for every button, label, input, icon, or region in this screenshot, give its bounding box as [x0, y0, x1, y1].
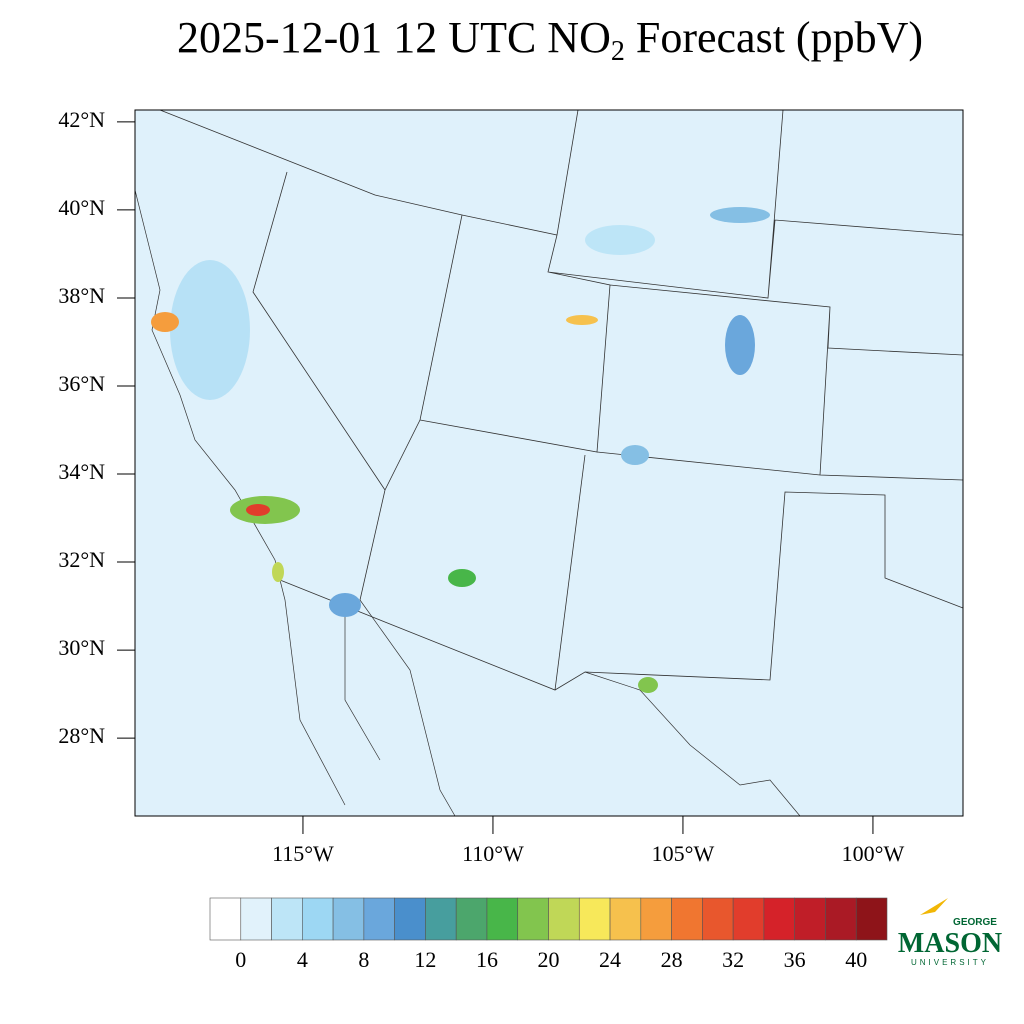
colorbar-box: [425, 897, 457, 941]
map-frame: [134, 109, 964, 817]
colorbar-label: 32: [722, 947, 744, 972]
colorbar-box: [609, 897, 642, 941]
colorbar-box: [332, 897, 365, 941]
colorbar-label: 40: [845, 947, 867, 972]
colorbar-box: [486, 897, 519, 941]
colorbar-box: [763, 897, 795, 941]
boundaries: [134, 109, 964, 817]
colorbar-box: [640, 897, 672, 941]
colorbar-label: 0: [235, 947, 246, 972]
lat-tick-label: 40°N: [58, 195, 105, 220]
colorbar-label: 4: [297, 947, 308, 972]
lon-tick-label: 100°W: [842, 841, 905, 866]
map-area: [134, 109, 964, 817]
colorbar-box: [671, 897, 703, 941]
colorbar-box: [302, 897, 334, 941]
lat-tick-label: 30°N: [58, 635, 105, 660]
lon-tick-label: 115°W: [272, 841, 334, 866]
map-background: [135, 110, 963, 816]
colorbar-box: [578, 897, 611, 941]
colorbar-box: [517, 897, 549, 941]
logo-top: GEORGE: [953, 917, 997, 928]
title-rest: Forecast (ppbV): [625, 13, 923, 62]
colorbar-box: [271, 897, 303, 941]
lat-tick-label: 38°N: [58, 283, 105, 308]
no2-hotspots: [151, 207, 770, 693]
colorbar-box: [455, 897, 488, 941]
lon-tick-label: 110°W: [462, 841, 524, 866]
colorbar-label: 16: [476, 947, 498, 972]
colorbar-box: [855, 897, 888, 941]
colorbar-label: 36: [784, 947, 806, 972]
colorbar-label: 28: [661, 947, 683, 972]
colorbar-box: [363, 897, 395, 941]
colorbar-box: [732, 897, 765, 941]
logo: GEORGE MASON UNIVERSITY: [898, 898, 1002, 967]
logo-name: MASON: [898, 928, 1002, 959]
colorbar-label: 8: [358, 947, 369, 972]
logo-bottom: UNIVERSITY: [911, 958, 989, 967]
colorbar-box: [702, 897, 734, 941]
title: 2025-12-01 12 UTC NO2 Forecast (ppbV): [177, 13, 923, 67]
lat-tick-label: 34°N: [58, 459, 105, 484]
lat-tick-label: 28°N: [58, 723, 105, 748]
colorbar-box: [240, 897, 272, 941]
colorbar-label: 12: [414, 947, 436, 972]
lon-tick-label: 105°W: [652, 841, 715, 866]
colorbar-box: [209, 897, 242, 941]
colorbar-label: 20: [538, 947, 560, 972]
lat-tick-label: 32°N: [58, 547, 105, 572]
colorbar-box: [825, 897, 857, 941]
colorbar-box: [794, 897, 826, 941]
title-main: 2025-12-01 12 UTC NO: [177, 13, 611, 62]
colorbar-label: 24: [599, 947, 621, 972]
colorbar-box: [394, 897, 426, 941]
lat-tick-label: 42°N: [58, 107, 105, 132]
title-sub: 2: [611, 36, 625, 67]
lat-tick-label: 36°N: [58, 371, 105, 396]
colorbar-box: [548, 897, 580, 941]
